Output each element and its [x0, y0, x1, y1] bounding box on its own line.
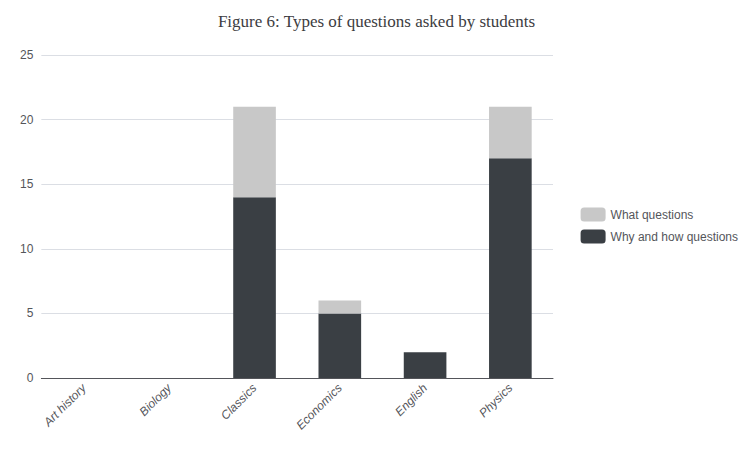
- svg-text:25: 25: [20, 48, 34, 62]
- svg-text:5: 5: [27, 306, 34, 320]
- svg-text:Physics: Physics: [476, 381, 515, 420]
- svg-text:15: 15: [20, 177, 34, 191]
- svg-text:What questions: What questions: [611, 208, 694, 222]
- svg-text:Art history: Art history: [40, 380, 89, 429]
- svg-text:20: 20: [20, 113, 34, 127]
- svg-text:Biology: Biology: [137, 380, 175, 418]
- svg-text:0: 0: [27, 371, 34, 385]
- svg-text:Figure 6: Types of questions a: Figure 6: Types of questions asked by st…: [218, 12, 535, 31]
- svg-text:10: 10: [20, 242, 34, 256]
- svg-text:Why and how questions: Why and how questions: [611, 230, 738, 244]
- svg-text:Economics: Economics: [293, 381, 344, 432]
- svg-text:Classics: Classics: [218, 381, 259, 422]
- svg-text:English: English: [392, 381, 430, 419]
